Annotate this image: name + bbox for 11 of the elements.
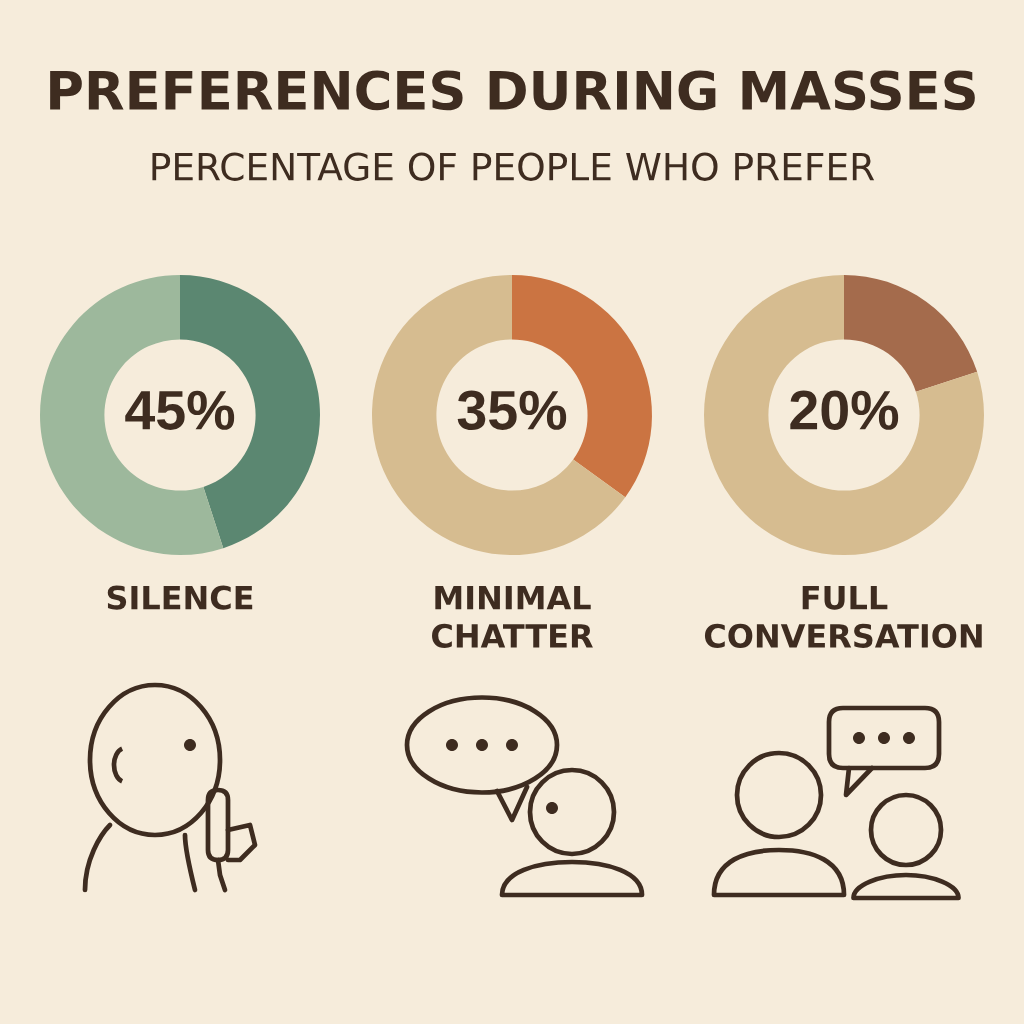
data-label: 35% [457, 390, 567, 430]
text: MINIMAL CHATTER [432, 585, 593, 648]
data-label: 45% [125, 390, 235, 430]
text: PREFERENCES DURING MASSES [50, 70, 975, 111]
donut-slice [372, 275, 626, 555]
donut-slice [844, 275, 978, 392]
donut-slice [704, 275, 984, 555]
text: PERCENTAGE OF PEOPLE WHO PREFER [152, 152, 875, 181]
text: SILENCE [107, 585, 253, 610]
data-label: 20% [790, 390, 899, 430]
text: FULL CONVERSATION [704, 585, 982, 648]
